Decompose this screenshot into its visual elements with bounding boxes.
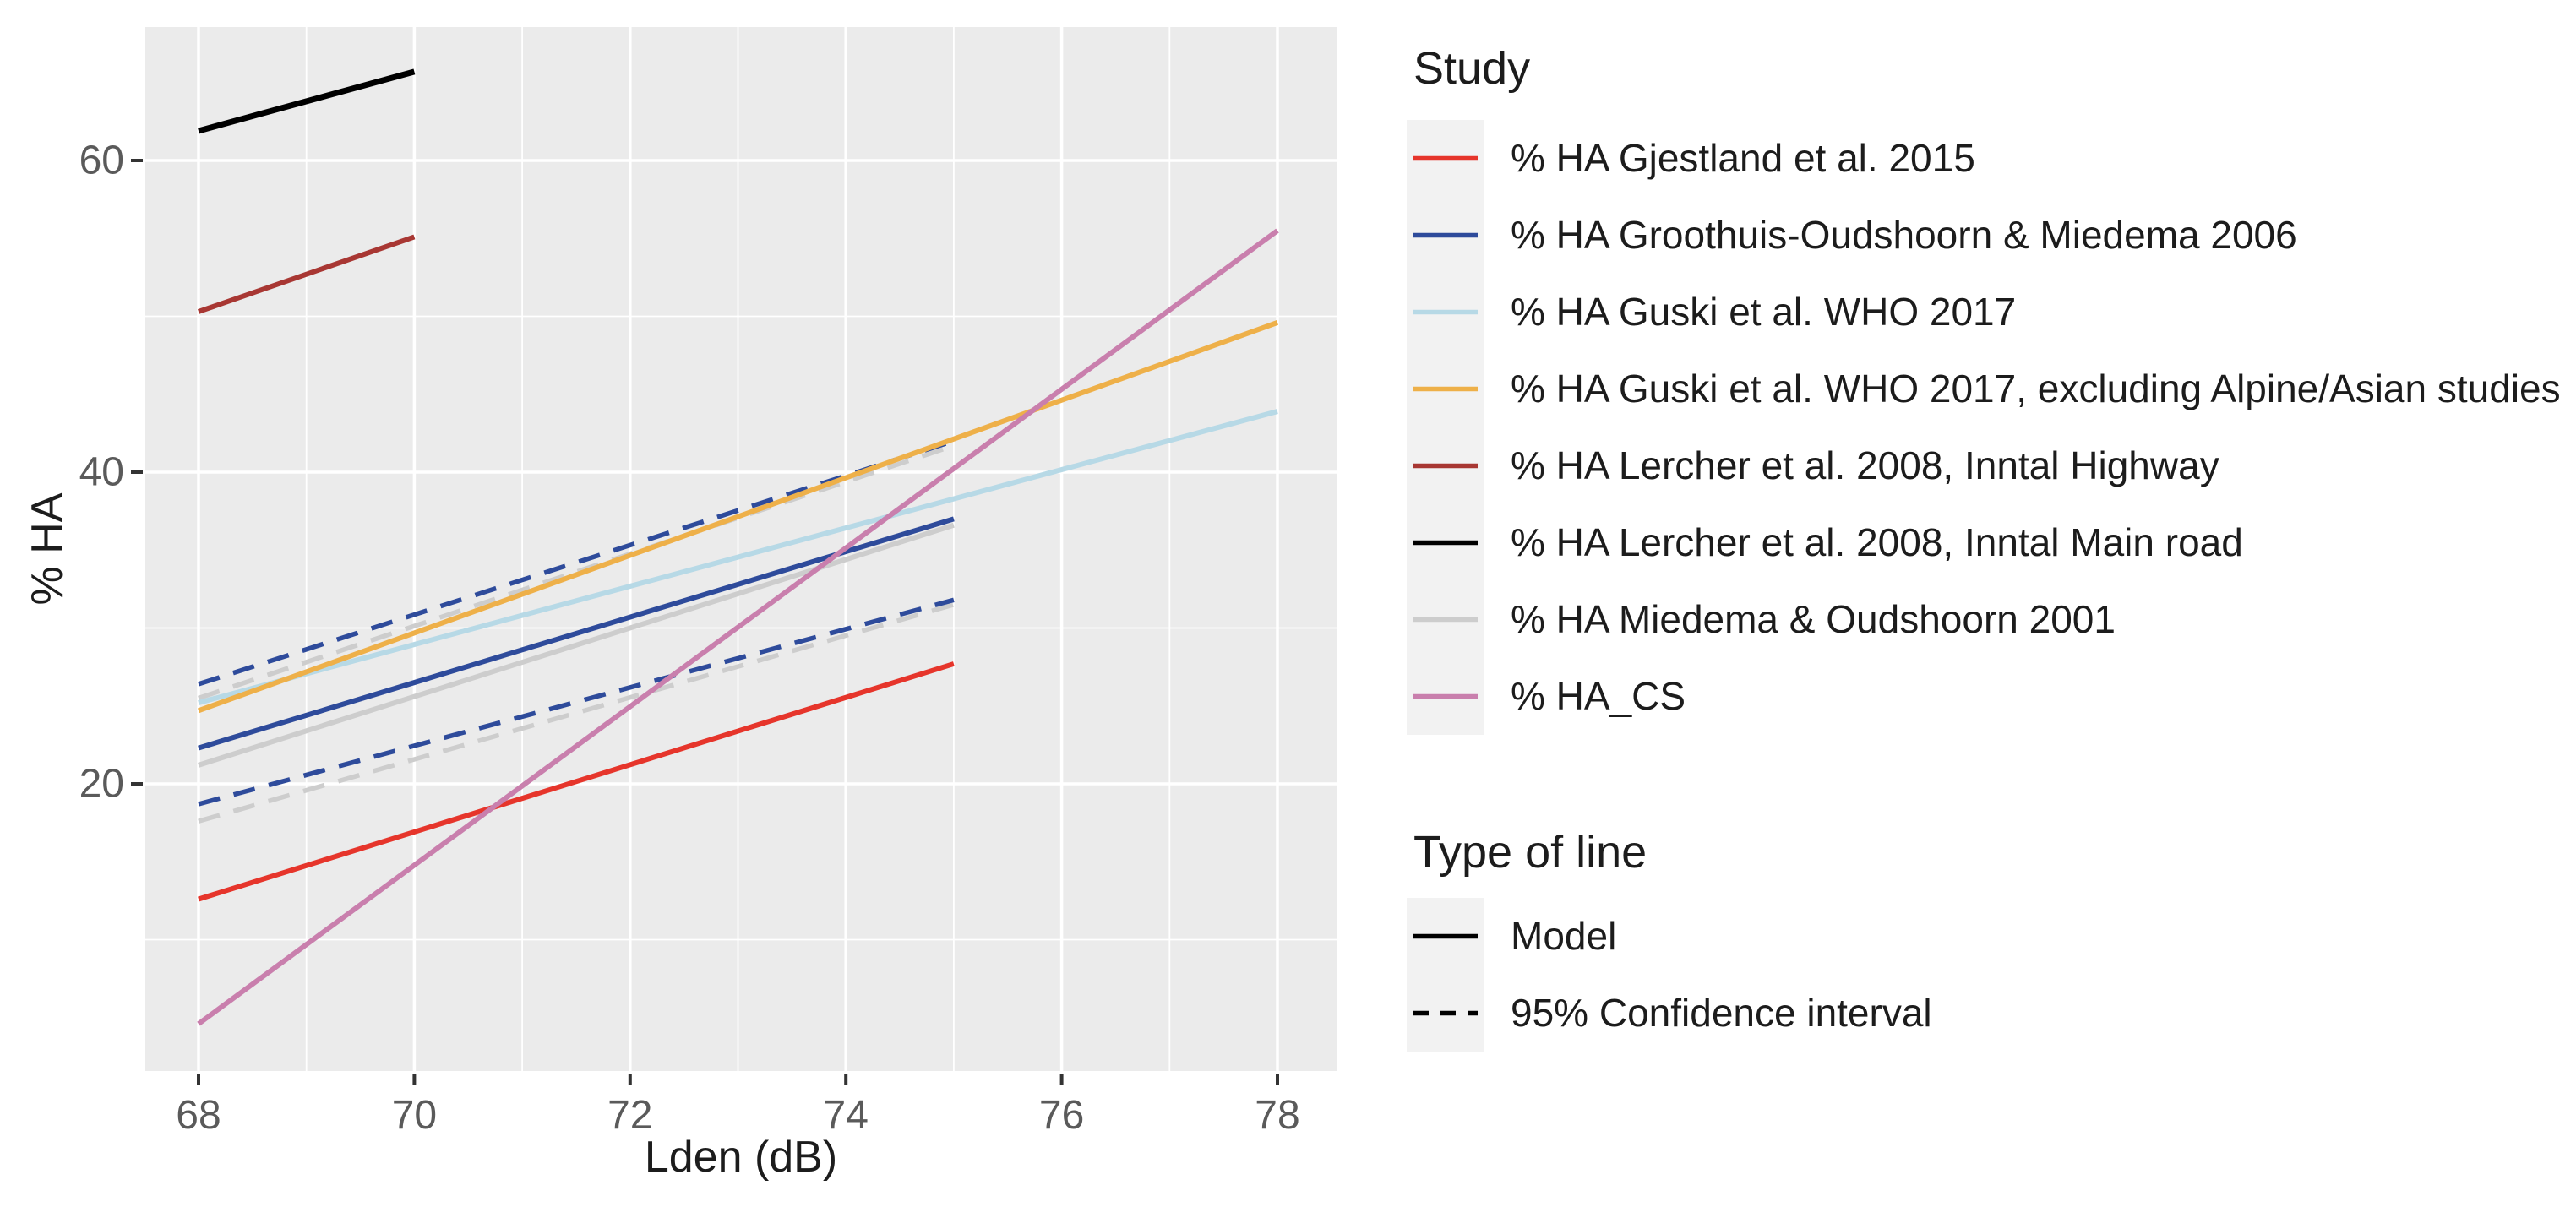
legend-item: % HA Groothuis-Oudshoorn & Miedema 2006 <box>1407 196 2297 274</box>
legend-item-label: % HA Guski et al. WHO 2017 <box>1511 290 2017 334</box>
y-tick-label: 20 <box>79 761 124 807</box>
legend-item: % HA Lercher et al. 2008, Inntal Main ro… <box>1407 503 2243 581</box>
legend-item: % HA Guski et al. WHO 2017, excluding Al… <box>1407 350 2561 427</box>
series-line-ci_upper <box>198 438 955 687</box>
x-tick-label: 74 <box>823 1093 869 1138</box>
series-line-ci_upper <box>198 443 955 701</box>
linetype-legend: Model 95% Confidence interval <box>1407 0 2576 1207</box>
x-tick-label: 76 <box>1038 1093 1085 1138</box>
series-line-ci_lower <box>198 597 955 807</box>
legend-item: % HA Lercher et al. 2008, Inntal Highway <box>1407 427 2219 504</box>
x-tick-label: 78 <box>1255 1093 1300 1138</box>
legend-item-label: % HA Gjestland et al. 2015 <box>1511 136 1975 180</box>
series-line-model <box>197 320 1279 714</box>
panel-background <box>145 27 1337 1071</box>
legend-key-line <box>1407 503 1484 581</box>
legend-item-label: % HA Lercher et al. 2008, Inntal Main ro… <box>1511 520 2243 564</box>
series-line-model <box>198 409 1278 705</box>
legend-item-label: 95% Confidence interval <box>1511 991 1932 1035</box>
legend-key-line <box>1407 273 1484 351</box>
series-line-model <box>198 661 955 902</box>
linetype-legend-title: Type of line <box>1413 827 1647 878</box>
legend-key-line <box>1407 897 1484 975</box>
legend-item: 95% Confidence interval <box>1407 974 1932 1052</box>
series-line-model <box>198 516 955 751</box>
legend-item: % HA Miedema & Oudshoorn 2001 <box>1407 580 2116 658</box>
series-line-model <box>197 228 1279 1026</box>
legend-item-label: % HA Miedema & Oudshoorn 2001 <box>1511 597 2116 641</box>
legend-item-label: % HA Groothuis-Oudshoorn & Miedema 2006 <box>1511 213 2297 257</box>
legend-item: % HA Guski et al. WHO 2017 <box>1407 273 2017 351</box>
legend-key-line <box>1407 119 1484 197</box>
y-tick-label: 40 <box>79 449 124 495</box>
legend-item-label: % HA Guski et al. WHO 2017, excluding Al… <box>1511 367 2561 410</box>
legend-item-label: Model <box>1511 914 1617 958</box>
legend-key-line <box>1407 657 1484 735</box>
legend-key-line <box>1407 350 1484 427</box>
series-line-model <box>198 68 416 134</box>
x-tick-label: 70 <box>391 1093 438 1138</box>
series-line-ci_lower <box>198 602 955 824</box>
legend-item: % HA_CS <box>1407 657 1686 735</box>
legend-key-line <box>1407 580 1484 658</box>
series-line-model <box>198 234 416 314</box>
legend-item-label: % HA Lercher et al. 2008, Inntal Highway <box>1511 443 2219 487</box>
series-line-model <box>198 522 955 768</box>
legend-item: % HA Gjestland et al. 2015 <box>1407 119 1975 197</box>
x-tick-label: 72 <box>607 1093 653 1138</box>
legend-key-line <box>1407 427 1484 504</box>
x-tick-label: 68 <box>176 1093 221 1138</box>
y-tick-label: 60 <box>79 138 124 183</box>
y-axis-tick-labels: 20 40 60 <box>0 0 124 1207</box>
legend-key-line <box>1407 974 1484 1052</box>
legend-item: Model <box>1407 897 1617 975</box>
legend-item-label: % HA_CS <box>1511 674 1686 718</box>
legend-key-line <box>1407 196 1484 274</box>
x-axis-title: Lden (dB) <box>644 1133 838 1182</box>
study-legend-title: Study <box>1413 43 1531 94</box>
study-legend: % HA Gjestland et al. 2015 % HA Groothuis… <box>1407 0 2576 1207</box>
